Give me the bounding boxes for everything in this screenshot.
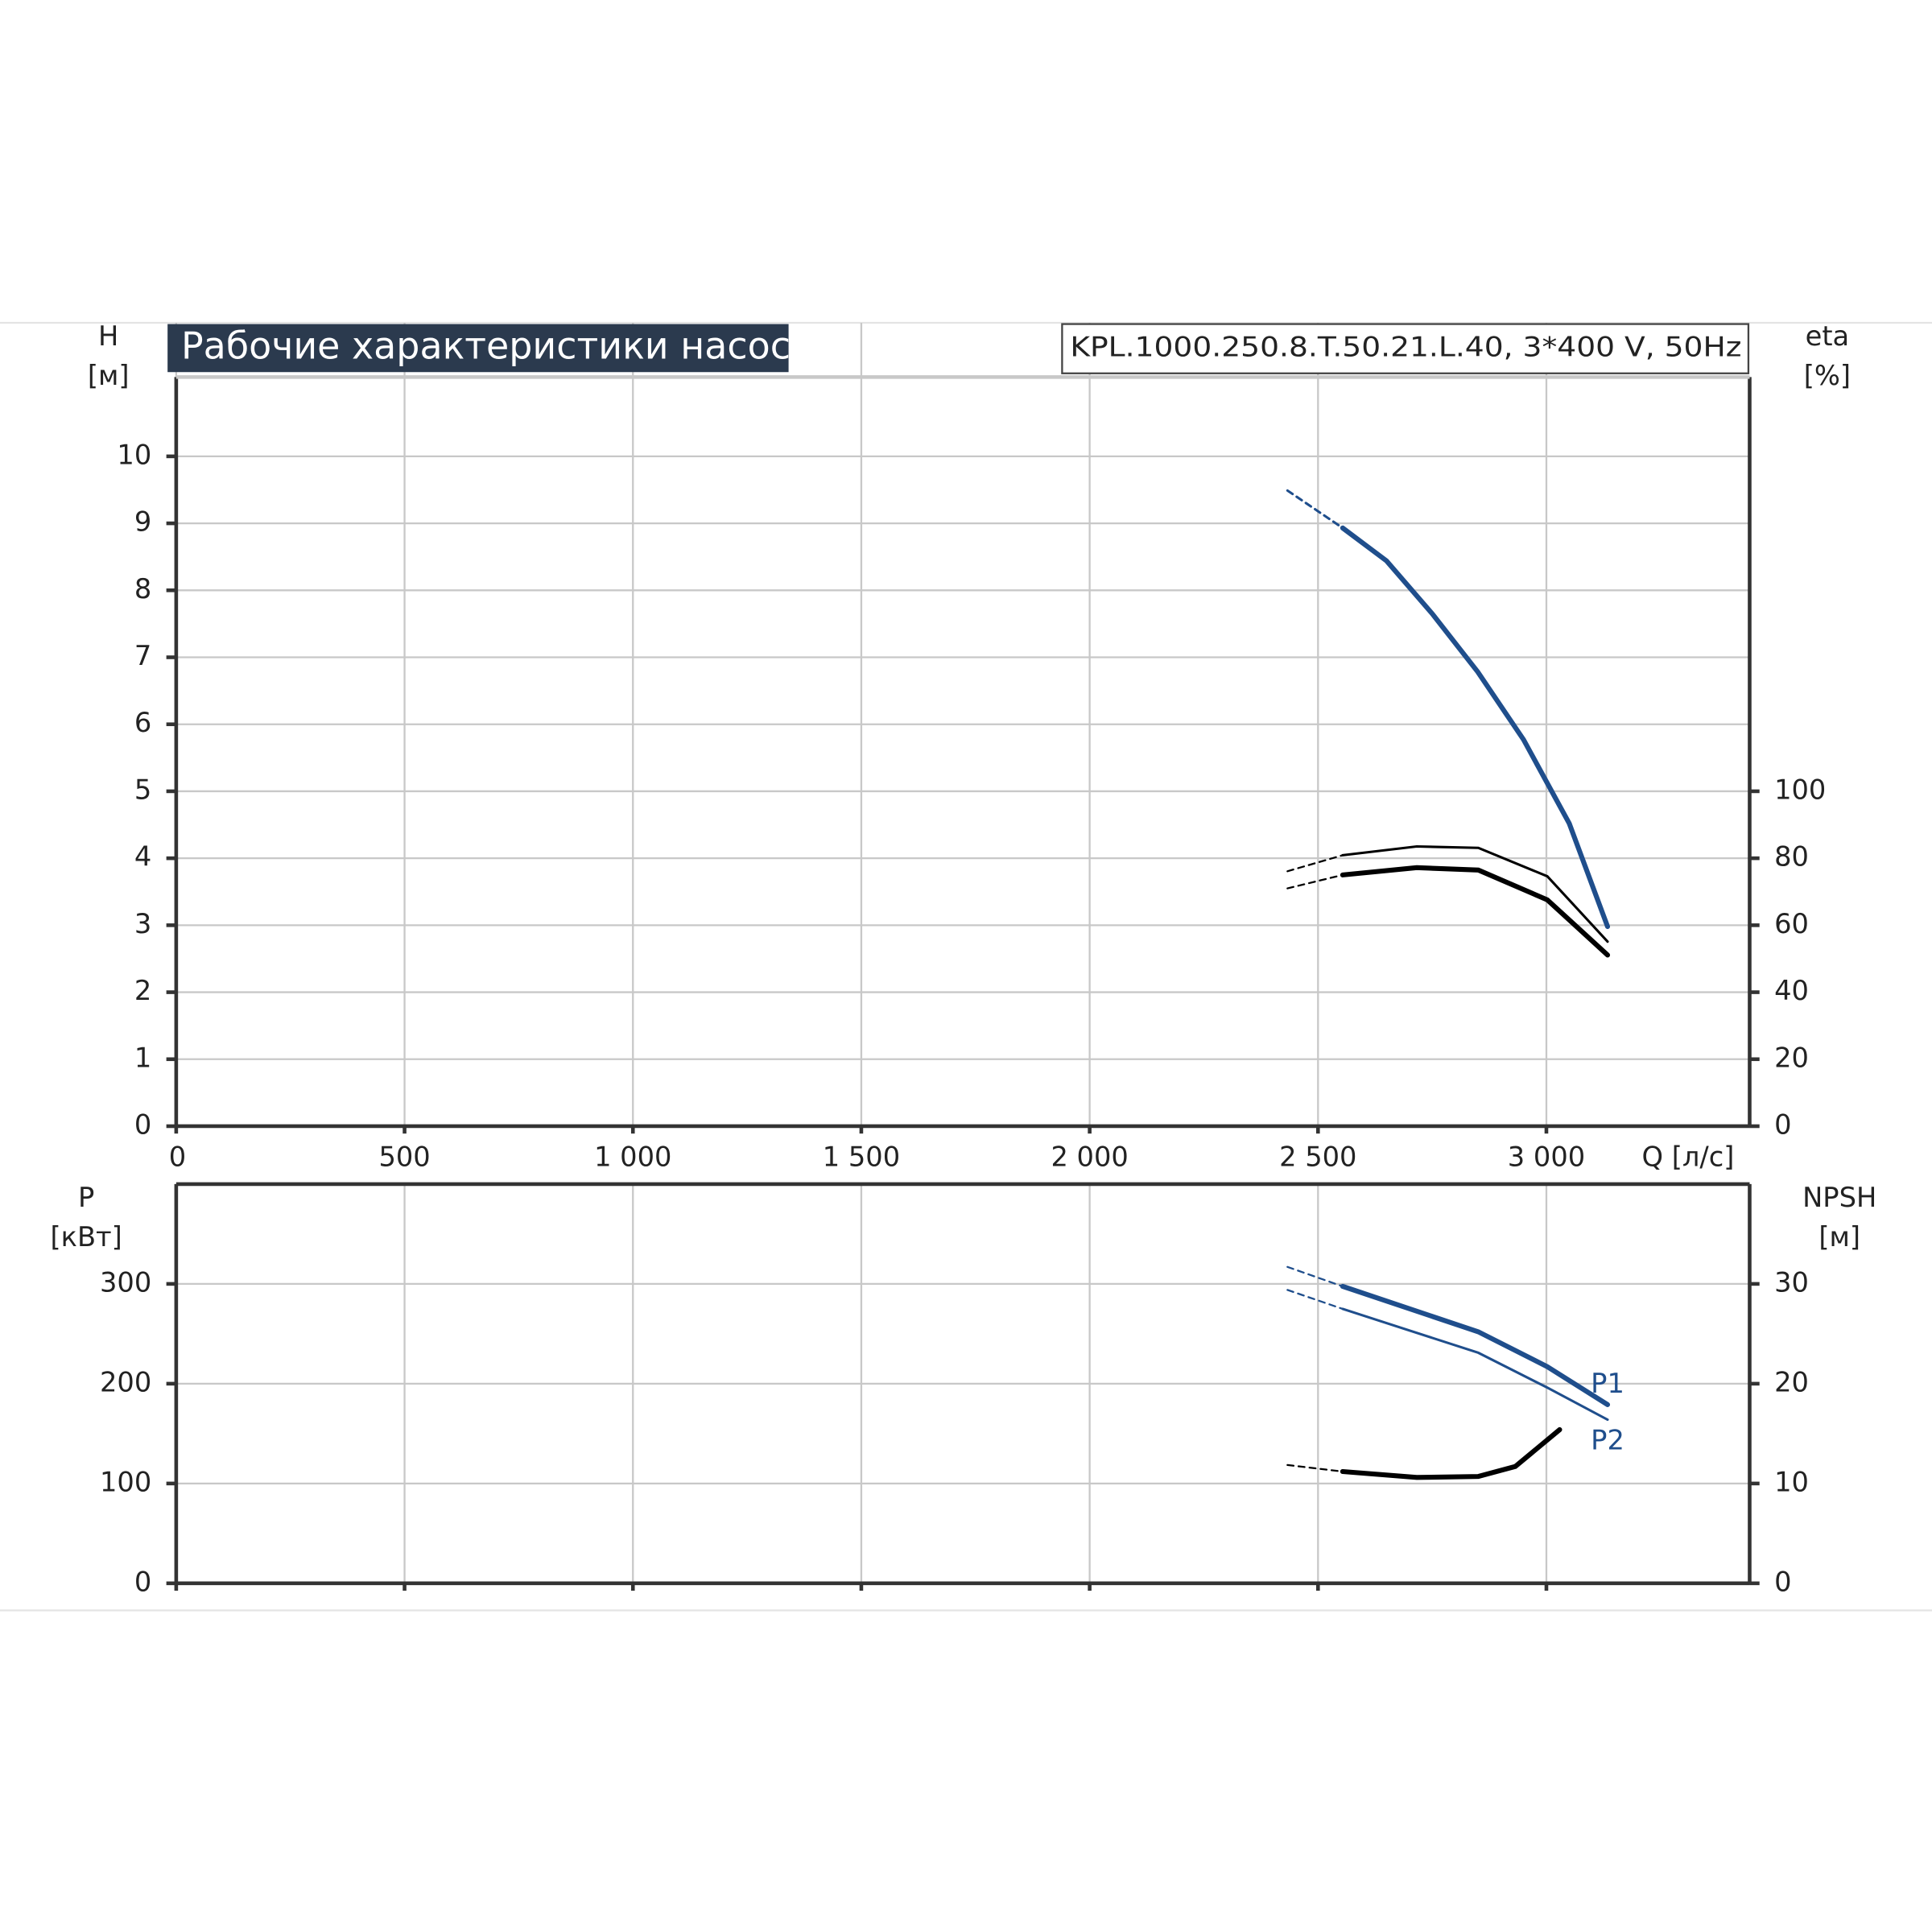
y2-tick-label: 30 (1774, 1266, 1809, 1298)
y-tick-label: 1 (134, 1042, 151, 1073)
y-tick-label: 6 (134, 707, 151, 738)
curve-extension (1286, 1289, 1344, 1311)
series-label: P2 (1591, 1425, 1624, 1456)
y-axis-label: P (78, 1182, 94, 1213)
curve-extension (1286, 1463, 1344, 1473)
x-tick-label: 3 000 (1508, 1141, 1585, 1172)
x-tick-label: 500 (378, 1141, 430, 1172)
curve-extension (1286, 489, 1344, 530)
y-tick-label: 9 (134, 506, 151, 538)
y2-axis-label: NPSH (1802, 1182, 1876, 1213)
y2-tick-label: 40 (1774, 975, 1809, 1006)
x-tick-label: 0 (169, 1141, 186, 1172)
curve-extension (1286, 854, 1344, 873)
curve (1341, 1307, 1609, 1422)
x-tick-label: 2 500 (1279, 1141, 1356, 1172)
title-box (167, 324, 789, 373)
y2-tick-label: 20 (1774, 1042, 1809, 1073)
y-tick-label: 3 (134, 908, 151, 939)
y-tick-label: 300 (100, 1266, 151, 1298)
y-tick-label: 100 (100, 1466, 151, 1497)
y-axis-label: [кВт] (50, 1221, 122, 1253)
x-axis-label: Q [л/с] (1642, 1141, 1735, 1172)
y-tick-label: 10 (117, 439, 151, 470)
curve (1340, 1426, 1563, 1480)
y2-tick-label: 0 (1774, 1108, 1791, 1140)
y-tick-label: 4 (134, 841, 151, 873)
x-tick-label: 1 500 (823, 1141, 900, 1172)
y2-tick-label: 0 (1774, 1566, 1791, 1597)
y-tick-label: 2 (134, 975, 151, 1006)
curve (1341, 844, 1609, 943)
y-tick-label: 8 (134, 573, 151, 605)
x-tick-label: 1 000 (594, 1141, 671, 1172)
curve (1340, 865, 1611, 958)
chart-title: Рабочие характеристики насоса (181, 324, 813, 368)
x-tick-label: 2 000 (1051, 1141, 1128, 1172)
y2-tick-label: 100 (1774, 774, 1826, 805)
curve-extension (1286, 873, 1344, 890)
y2-tick-label: 60 (1774, 908, 1809, 939)
series-label: P1 (1591, 1368, 1624, 1399)
y-axis-label: H (98, 320, 118, 352)
curve-extension (1286, 1265, 1344, 1288)
y2-tick-label: 80 (1774, 841, 1809, 873)
y-tick-label: 200 (100, 1366, 151, 1397)
y2-tick-label: 10 (1774, 1466, 1809, 1497)
y2-tick-label: 20 (1774, 1366, 1809, 1397)
chart-subtitle: KPL.1000.250.8.T.50.21.L.40, 3*400 V, 50… (1070, 332, 1741, 363)
curve (1340, 1283, 1611, 1407)
subtitle-box (1061, 323, 1750, 374)
y2-axis-label: [м] (1818, 1221, 1860, 1253)
y-tick-label: 0 (134, 1566, 151, 1597)
y-tick-label: 7 (134, 640, 151, 671)
curve (1340, 525, 1611, 930)
y-axis-label: [м] (88, 360, 130, 391)
y2-axis-label: eta (1806, 320, 1850, 352)
y-tick-label: 0 (134, 1108, 151, 1140)
y2-axis-label: [%] (1804, 360, 1851, 391)
y-tick-label: 5 (134, 774, 151, 805)
